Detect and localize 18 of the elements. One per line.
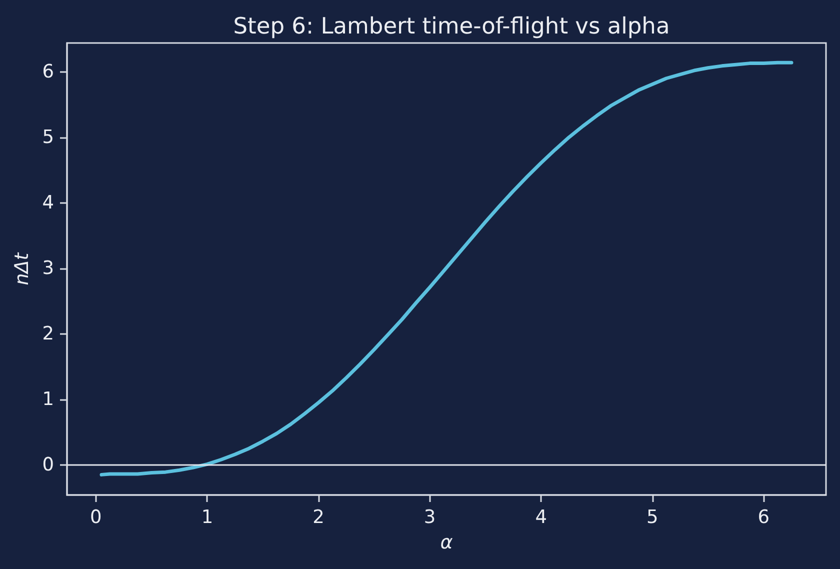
line-series	[100, 60, 794, 476]
x-tick-label: 3	[424, 507, 436, 528]
x-axis-title: α	[440, 532, 454, 554]
x-tick-label: 1	[201, 507, 214, 528]
y-tick-label: 5	[42, 126, 54, 148]
x-tick-label: 5	[646, 507, 658, 528]
y-tick-label: 4	[42, 192, 54, 214]
x-tick-label: 2	[312, 507, 324, 528]
y-tick-label: 6	[42, 61, 54, 82]
y-axis-title: nΔt	[10, 251, 33, 286]
x-tick-label: 4	[535, 507, 547, 528]
y-tick-label: 1	[42, 388, 54, 410]
y-tick-label: 2	[42, 323, 54, 344]
chart-title: Step 6: Lambert time-of-flight vs alpha	[233, 14, 670, 40]
x-tick-label: 0	[90, 507, 102, 528]
x-tick-label: 6	[758, 507, 770, 528]
y-tick-label: 3	[42, 258, 54, 279]
y-tick-label: 0	[42, 454, 54, 476]
